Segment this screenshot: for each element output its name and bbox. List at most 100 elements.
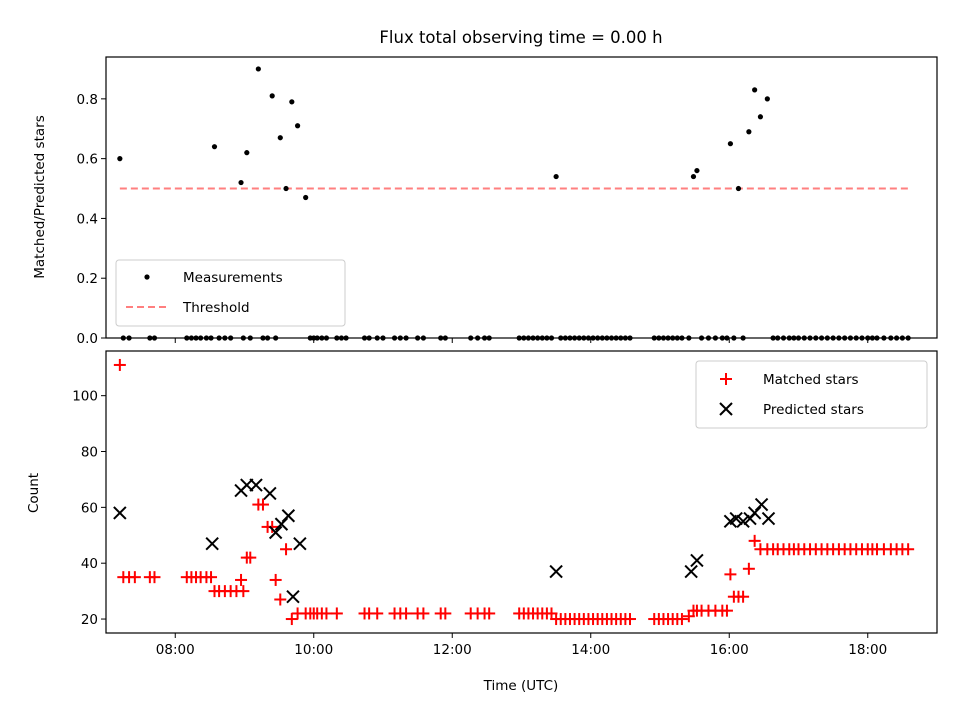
measurement-point xyxy=(277,135,283,141)
matched-star-point xyxy=(439,607,452,620)
bottom-x-tick-label: 10:00 xyxy=(294,642,333,658)
matched-star-point xyxy=(737,590,750,603)
matched-star-point xyxy=(256,498,269,511)
predicted-star-point xyxy=(268,525,283,540)
predicted-star-point xyxy=(293,536,307,551)
predicted-star-point xyxy=(286,589,300,604)
legend-measurements-label: Measurements xyxy=(183,270,283,286)
legend-matched-marker xyxy=(720,373,732,385)
matched-star-point xyxy=(720,604,733,617)
matched-stars-points xyxy=(113,358,915,626)
measurement-point xyxy=(289,99,295,105)
bottom-y-tick-label: 40 xyxy=(81,556,98,572)
matched-star-point xyxy=(148,571,161,584)
predicted-star-point xyxy=(274,517,289,531)
legend-predicted-marker xyxy=(719,402,733,416)
predicted-stars-points xyxy=(113,478,776,604)
matched-star-point xyxy=(724,568,737,581)
bottom-legend: Matched stars Predicted stars xyxy=(695,360,928,429)
measurement-point xyxy=(303,194,309,201)
measurement-point xyxy=(553,173,559,180)
bottom-y-tick-label: 60 xyxy=(81,500,98,516)
top-y-ticks: 0.0 0.2 0.4 0.6 0.8 xyxy=(77,92,106,347)
bottom-x-tick-label: 12:00 xyxy=(433,642,472,658)
measurement-point xyxy=(757,114,764,120)
measurement-point xyxy=(211,144,218,150)
top-axes: Flux total observing time = 0.00 h Match… xyxy=(32,28,938,347)
matched-star-point xyxy=(320,607,333,620)
measurement-point xyxy=(269,93,275,99)
matched-star-point xyxy=(274,593,287,606)
bottom-x-ticks: 08:00 10:00 12:00 14:00 16:00 18:00 xyxy=(156,633,887,658)
predicted-star-point xyxy=(205,536,219,551)
matched-star-point xyxy=(623,613,636,626)
predicted-star-point xyxy=(249,478,263,492)
top-legend-box xyxy=(115,259,346,327)
top-y-tick-label: 0.2 xyxy=(77,271,98,287)
legend-predicted-label: Predicted stars xyxy=(763,402,864,418)
matched-star-point xyxy=(266,520,279,533)
measurement-point xyxy=(746,129,752,135)
bottom-y-tick-label: 20 xyxy=(81,612,98,628)
predicted-star-point xyxy=(263,486,277,501)
measurement-point xyxy=(694,167,700,174)
top-y-tick-label: 0.8 xyxy=(77,92,98,108)
matched-star-point xyxy=(285,613,298,626)
top-legend: Measurements Threshold xyxy=(115,259,346,327)
matched-star-point xyxy=(244,551,257,564)
legend-threshold-label: Threshold xyxy=(182,300,250,316)
bottom-x-tick-label: 08:00 xyxy=(156,642,195,658)
legend-measurements-marker xyxy=(144,274,150,280)
legend-matched-label: Matched stars xyxy=(763,372,859,388)
bottom-y-ticks: 20 40 60 80 100 xyxy=(72,389,106,628)
matched-star-point xyxy=(113,358,126,371)
bottom-x-tick-label: 16:00 xyxy=(710,642,749,658)
matched-star-point xyxy=(235,573,248,586)
matched-star-point xyxy=(269,573,282,586)
measurement-point xyxy=(735,185,742,192)
top-y-tick-label: 0.4 xyxy=(77,211,98,227)
matched-star-point xyxy=(417,607,430,620)
measurement-point xyxy=(690,173,697,180)
predicted-star-point xyxy=(113,506,127,520)
predicted-star-point xyxy=(729,511,743,526)
measurement-point xyxy=(752,87,758,93)
measurement-point xyxy=(764,96,770,102)
matched-star-point xyxy=(205,571,218,584)
x-axis-label: Time (UTC) xyxy=(483,678,559,694)
bottom-y-axis-label: Count xyxy=(26,473,42,513)
measurement-point xyxy=(294,123,301,129)
top-y-tick-label: 0.6 xyxy=(77,152,98,168)
chart-title: Flux total observing time = 0.00 h xyxy=(379,28,662,47)
matched-star-point xyxy=(280,543,293,556)
matched-star-point xyxy=(237,585,250,598)
bottom-axes: Count Time (UTC) 20 40 60 80 100 08:00 10:00 1… xyxy=(26,350,938,694)
matched-star-point xyxy=(128,571,141,584)
matched-star-point xyxy=(748,534,761,547)
top-y-tick-label: 0.0 xyxy=(77,331,98,347)
measurement-point xyxy=(117,156,123,162)
predicted-star-point xyxy=(736,514,750,529)
top-axes-frame xyxy=(105,56,938,339)
predicted-star-point xyxy=(690,553,704,568)
matched-star-point xyxy=(400,607,413,620)
bottom-legend-box xyxy=(695,360,928,429)
matched-star-point xyxy=(675,613,688,626)
bottom-x-tick-label: 18:00 xyxy=(848,642,887,658)
predicted-star-point xyxy=(684,564,698,579)
measurement-point xyxy=(283,185,289,192)
bottom-y-tick-label: 100 xyxy=(72,389,98,405)
matched-star-point xyxy=(483,607,496,620)
predicted-star-point xyxy=(549,564,563,579)
matched-star-point xyxy=(371,607,384,620)
matched-star-point xyxy=(742,562,755,575)
measurement-point xyxy=(244,150,250,156)
predicted-star-point xyxy=(754,497,769,512)
bottom-x-tick-label: 14:00 xyxy=(571,642,610,658)
predicted-star-point xyxy=(761,511,776,526)
bottom-axes-frame xyxy=(105,350,938,634)
measurement-point xyxy=(727,141,734,147)
matched-star-point xyxy=(330,607,343,620)
top-y-axis-label: Matched/Predicted stars xyxy=(32,115,48,278)
